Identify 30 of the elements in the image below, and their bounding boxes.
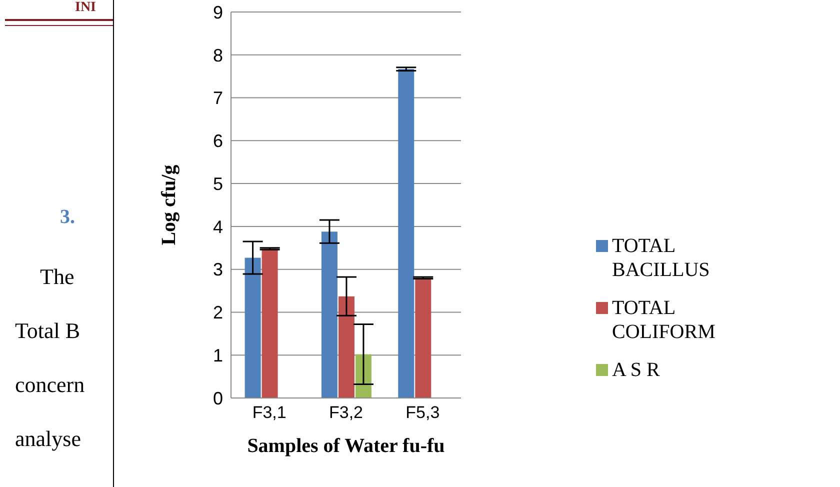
y-tick-label: 2 — [212, 302, 223, 323]
text: concern — [15, 372, 85, 398]
legend-label: TOTAL COLIFORM — [612, 296, 716, 344]
bar — [262, 248, 278, 398]
text: INI — [75, 0, 96, 16]
bar — [415, 278, 432, 398]
bar — [338, 296, 354, 398]
y-tick-label: 3 — [212, 260, 223, 280]
text: 3. — [60, 206, 75, 229]
legend-label: TOTAL BACILLUS — [612, 234, 711, 282]
y-tick-label: 5 — [212, 174, 223, 194]
bar — [321, 232, 338, 398]
y-tick-label: 4 — [212, 216, 223, 237]
y-tick-label: 1 — [212, 346, 223, 366]
x-tick-label: F3,1 — [252, 403, 286, 422]
y-tick-label: 6 — [212, 131, 223, 152]
x-tick-label: F3,2 — [328, 403, 364, 422]
x-tick-label: F5,3 — [406, 403, 440, 422]
bar — [398, 69, 414, 398]
y-tick-label: 0 — [212, 388, 223, 408]
y-tick-label: 7 — [212, 88, 223, 108]
text: analyse — [15, 426, 81, 452]
text: Total B — [15, 318, 80, 344]
y-tick-label: 8 — [212, 45, 223, 66]
bar — [244, 258, 261, 398]
legend-label: A S R — [612, 358, 660, 382]
y-axis-title: Log cfu/g — [158, 164, 180, 246]
text: The — [40, 264, 74, 290]
x-axis-title: Samples of Water fu-fu — [247, 435, 445, 457]
y-tick-label: 9 — [212, 2, 223, 22]
